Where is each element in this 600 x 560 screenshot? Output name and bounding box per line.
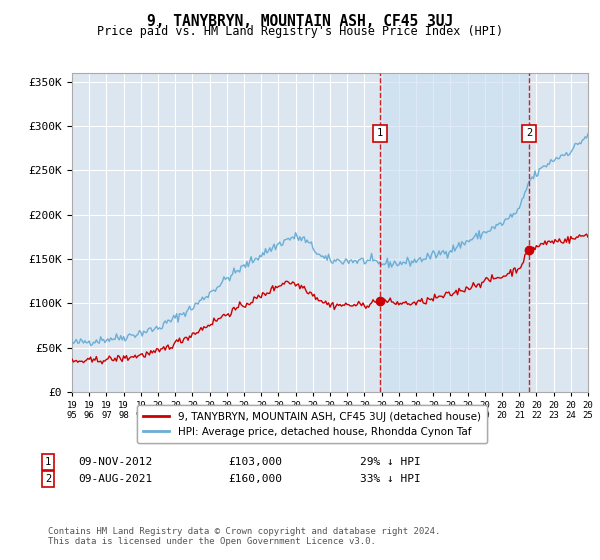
Text: 2: 2 <box>45 474 51 484</box>
Text: 9, TANYBRYN, MOUNTAIN ASH, CF45 3UJ: 9, TANYBRYN, MOUNTAIN ASH, CF45 3UJ <box>147 14 453 29</box>
Text: Contains HM Land Registry data © Crown copyright and database right 2024.
This d: Contains HM Land Registry data © Crown c… <box>48 526 440 546</box>
Text: 09-NOV-2012: 09-NOV-2012 <box>78 457 152 467</box>
Legend: 9, TANYBRYN, MOUNTAIN ASH, CF45 3UJ (detached house), HPI: Average price, detach: 9, TANYBRYN, MOUNTAIN ASH, CF45 3UJ (det… <box>137 405 487 443</box>
Text: 09-AUG-2021: 09-AUG-2021 <box>78 474 152 484</box>
Text: 1: 1 <box>377 128 383 138</box>
Text: £160,000: £160,000 <box>228 474 282 484</box>
Bar <box>380 73 529 392</box>
Text: £103,000: £103,000 <box>228 457 282 467</box>
Text: 1: 1 <box>45 457 51 467</box>
Text: Price paid vs. HM Land Registry's House Price Index (HPI): Price paid vs. HM Land Registry's House … <box>97 25 503 38</box>
Text: 2: 2 <box>526 128 532 138</box>
Text: 33% ↓ HPI: 33% ↓ HPI <box>360 474 421 484</box>
Text: 29% ↓ HPI: 29% ↓ HPI <box>360 457 421 467</box>
